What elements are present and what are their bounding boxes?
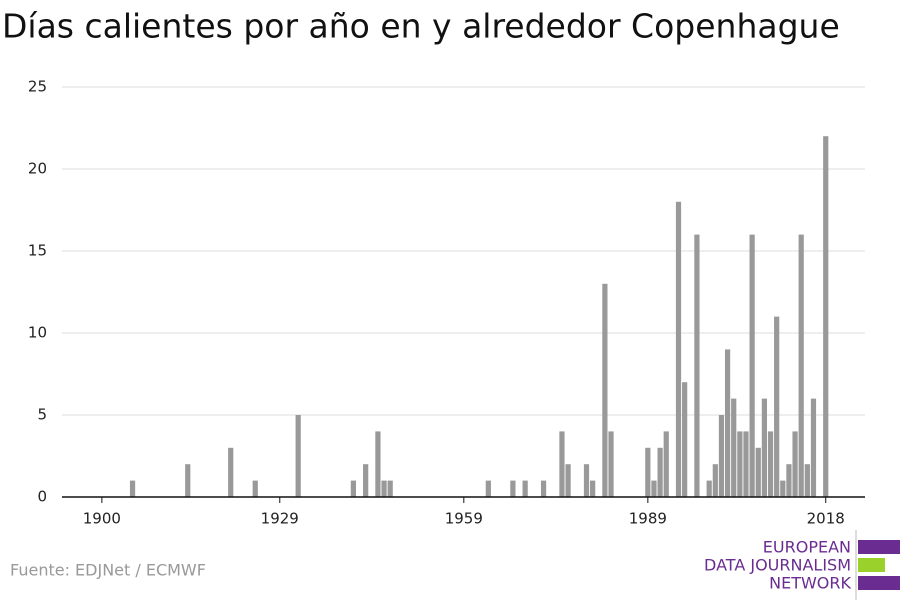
bar [792, 431, 798, 497]
bar [675, 201, 682, 498]
source: Fuente: EDJNet / ECMWF [10, 561, 206, 580]
bar [350, 480, 356, 497]
bar [485, 480, 491, 497]
bar [295, 415, 301, 497]
bar [657, 447, 663, 497]
bar [743, 431, 749, 497]
bar [724, 349, 731, 497]
y-tick-label: 0 [37, 488, 47, 506]
bar [755, 447, 761, 497]
bar [608, 431, 614, 497]
bar [387, 480, 393, 497]
bar [749, 234, 755, 497]
x-tick-label: 1989 [629, 510, 667, 528]
bar [590, 480, 596, 497]
bar [252, 480, 258, 497]
bar [540, 480, 547, 497]
bar [718, 415, 725, 497]
bar [522, 480, 528, 497]
bar [381, 480, 387, 497]
bar [767, 431, 774, 497]
y-tick-label: 20 [28, 160, 47, 178]
bar [706, 480, 712, 497]
logo-text: DATA JOURNALISM [704, 556, 851, 575]
bar [761, 398, 768, 497]
y-tick-label: 15 [28, 242, 47, 260]
bar [810, 398, 817, 497]
bar [663, 431, 669, 497]
x-tick-label: 1900 [83, 510, 121, 528]
bar [185, 464, 191, 497]
bar [786, 464, 792, 497]
bar [780, 480, 786, 497]
bar [731, 398, 737, 497]
bar [565, 464, 571, 497]
logo-bar [858, 576, 900, 590]
bar [798, 234, 804, 497]
bar [774, 316, 780, 497]
bar [559, 431, 565, 497]
bar [510, 480, 516, 497]
bar [712, 464, 718, 497]
bar [804, 464, 810, 497]
bar [363, 464, 369, 497]
bar [737, 431, 743, 497]
chart-title: Días calientes por año en y alrededor Co… [2, 7, 840, 46]
bar [682, 382, 688, 497]
bar [375, 431, 381, 497]
logo-text: EUROPEAN [763, 538, 851, 557]
logo-text: NETWORK [769, 574, 851, 593]
bar [602, 283, 608, 497]
x-tick-label: 1959 [445, 510, 483, 528]
x-tick-label: 1929 [261, 510, 299, 528]
logo-bar [858, 540, 900, 554]
y-tick-label: 5 [37, 406, 47, 424]
logo-bar [858, 558, 885, 572]
y-tick-label: 25 [28, 78, 47, 96]
bar [651, 480, 657, 497]
bar [228, 447, 234, 497]
x-tick-label: 2018 [807, 510, 845, 528]
bar [129, 480, 136, 497]
bar [823, 136, 829, 497]
bar [694, 234, 700, 497]
y-tick-label: 10 [28, 324, 47, 342]
bar [645, 447, 651, 497]
bar [583, 464, 590, 497]
